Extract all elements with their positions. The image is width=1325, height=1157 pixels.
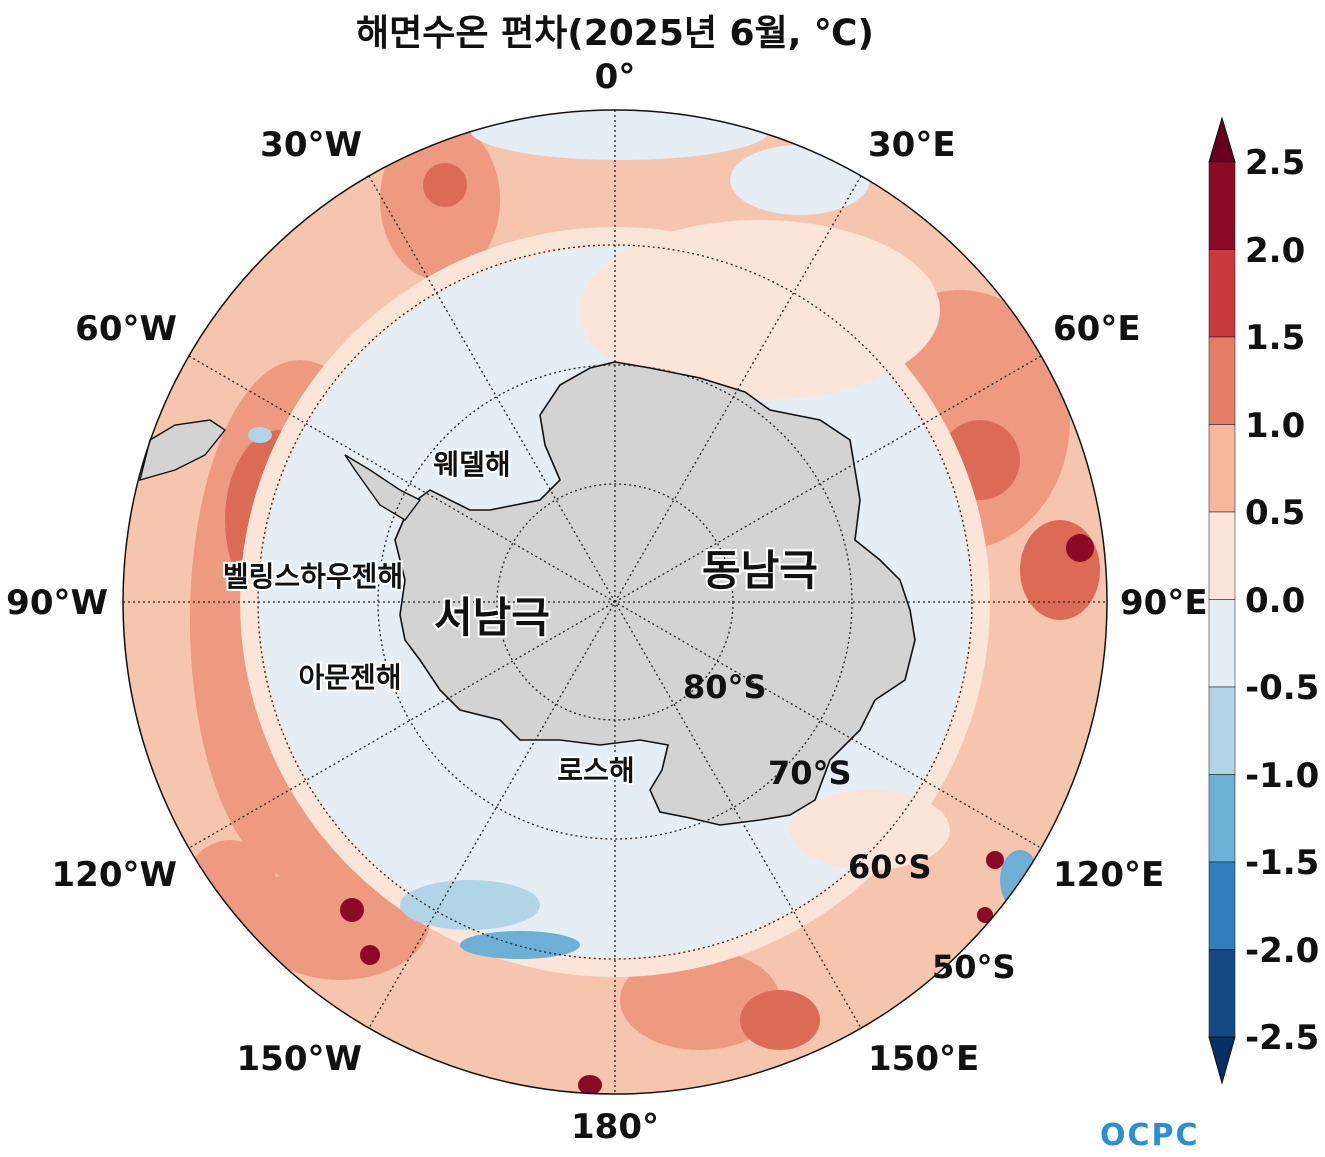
colorbar-segment-6	[1208, 686, 1236, 775]
colorbar-extend-top	[1208, 116, 1236, 163]
label-amundsen-sea: 아문젠해	[298, 661, 401, 694]
label-east-antarctica: 동남극	[702, 546, 818, 595]
colorbar-tick-labels: 2.5 2.0 1.5 1.0 0.5 0.0 -0.5 -1.0 -1.5 -…	[1245, 143, 1319, 1058]
longitude-labels: 0° 30°E 60°E 90°E 120°E 150°E 180° 150°W…	[6, 57, 1207, 1147]
colorbar-segment-8	[1208, 861, 1236, 950]
colorbar-tick: -1.5	[1245, 843, 1319, 883]
label-lon-120w: 120°W	[52, 855, 177, 895]
label-west-antarctica: 서남극	[434, 593, 550, 642]
label-lat-50s: 50°S	[932, 948, 1016, 986]
ocpc-logo: OCPC	[1100, 1118, 1200, 1153]
colorbar-tick: 2.5	[1245, 143, 1305, 183]
label-lon-0: 0°	[595, 57, 636, 97]
colorbar-extend-bottom	[1208, 1036, 1236, 1085]
colorbar-tick: -2.5	[1245, 1018, 1319, 1058]
colorbar-segment-2	[1208, 336, 1236, 425]
colorbar-segment-9	[1208, 949, 1236, 1038]
label-lon-180: 180°	[571, 1107, 659, 1147]
meridian-60e-120w	[188, 355, 1042, 849]
colorbar-segment-3	[1208, 424, 1236, 513]
colorbar-tick: -1.0	[1245, 756, 1319, 796]
region-labels: 동남극 서남극 웨델해 벨링스하우젠해 아문젠해 로스해	[221, 446, 820, 789]
label-bellingshausen-sea: 벨링스하우젠해	[223, 560, 403, 593]
south-america-tip	[139, 419, 227, 482]
latitude-labels: 80°S 70°S 60°S 50°S	[683, 668, 1016, 986]
colorbar-tick: 0.5	[1245, 493, 1305, 533]
label-lon-90w: 90°W	[6, 583, 108, 623]
colorbar-segment-0	[1208, 161, 1236, 250]
label-ross-sea: 로스해	[557, 754, 634, 787]
label-lon-90e: 90°E	[1120, 583, 1208, 623]
colorbar-tick: -2.0	[1245, 931, 1319, 971]
map-title: 해면수온 편차(2025년 6월, ℃)	[356, 13, 874, 54]
label-lon-60w: 60°W	[75, 309, 177, 349]
label-weddell-sea: 웨델해	[433, 448, 510, 481]
graticule	[123, 110, 1107, 1094]
label-lon-60e: 60°E	[1053, 309, 1141, 349]
colorbar-tick: 2.0	[1245, 231, 1305, 271]
colorbar: 2.5 2.0 1.5 1.0 0.5 0.0 -0.5 -1.0 -1.5 -…	[1208, 116, 1319, 1085]
label-lon-150w: 150°W	[237, 1039, 362, 1079]
colorbar-segment-5	[1208, 599, 1236, 688]
colorbar-tick: -0.5	[1245, 668, 1319, 708]
colorbar-tick: 0.0	[1245, 581, 1305, 621]
colorbar-segment-4	[1208, 511, 1236, 600]
antarctic-peninsula	[344, 454, 422, 521]
label-lon-30w: 30°W	[260, 125, 362, 165]
label-lon-30e: 30°E	[868, 125, 956, 165]
label-lat-80s: 80°S	[683, 668, 767, 706]
colorbar-tick: 1.5	[1245, 318, 1305, 358]
label-lon-150e: 150°E	[868, 1039, 979, 1079]
antarctica-landmass	[394, 361, 916, 826]
label-lat-60s: 60°S	[848, 848, 932, 886]
label-lon-120e: 120°E	[1053, 855, 1164, 895]
map-boundary	[122, 109, 1108, 1095]
label-lat-70s: 70°S	[768, 754, 852, 792]
colorbar-segment-7	[1208, 774, 1236, 863]
colorbar-segment-1	[1208, 249, 1236, 338]
colorbar-tick: 1.0	[1245, 406, 1305, 446]
